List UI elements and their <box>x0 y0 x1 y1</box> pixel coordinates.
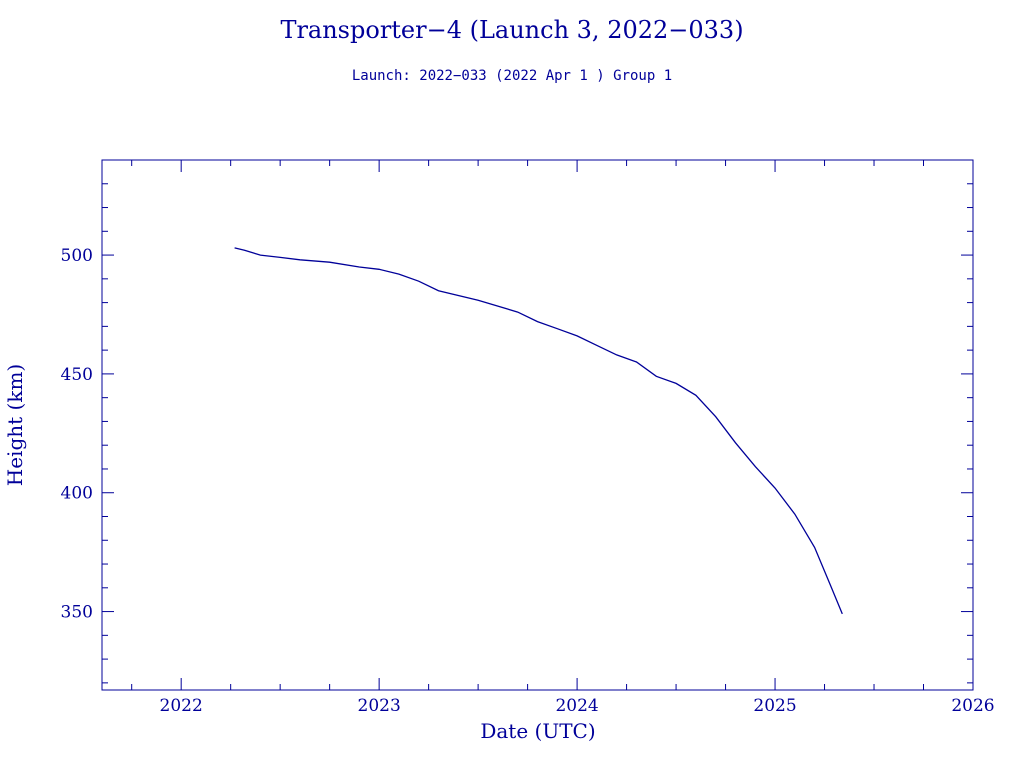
x-tick-label: 2026 <box>951 696 994 716</box>
data-point <box>596 345 597 346</box>
data-point <box>735 442 736 443</box>
chart-subtitle: Launch: 2022−033 (2022 Apr 1 ) Group 1 <box>352 68 672 84</box>
data-point <box>616 354 617 355</box>
y-ticks <box>102 160 973 683</box>
data-point <box>842 613 843 614</box>
y-axis-label: Height (km) <box>3 364 27 486</box>
x-ticks <box>132 160 973 690</box>
data-point <box>478 300 479 301</box>
data-point <box>517 312 518 313</box>
x-tick-label: 2023 <box>358 696 401 716</box>
y-tick-label: 450 <box>61 365 93 385</box>
data-point <box>260 254 261 255</box>
data-point <box>418 281 419 282</box>
x-tick-label: 2022 <box>160 696 203 716</box>
data-point <box>576 335 577 336</box>
data-point <box>774 487 775 488</box>
chart-title: Transporter−4 (Launch 3, 2022−033) <box>280 16 743 44</box>
data-point <box>379 269 380 270</box>
data-point <box>715 416 716 417</box>
data-point <box>398 273 399 274</box>
data-point <box>234 247 235 248</box>
height-series-line <box>235 248 843 614</box>
data-point <box>695 395 696 396</box>
data-point <box>359 266 360 267</box>
data-point <box>636 361 637 362</box>
data-point <box>244 250 245 251</box>
data-point <box>280 257 281 258</box>
data-point <box>675 383 676 384</box>
y-tick-labels: 350 400 450 500 <box>61 246 93 623</box>
plot-frame <box>102 160 973 690</box>
data-point <box>814 547 815 548</box>
y-tick-label: 500 <box>61 246 93 266</box>
data-point <box>438 290 439 291</box>
data-point <box>830 585 831 586</box>
x-tick-label: 2025 <box>753 696 796 716</box>
x-tick-label: 2024 <box>555 696 598 716</box>
data-point <box>794 514 795 515</box>
data-point <box>557 328 558 329</box>
data-point <box>755 466 756 467</box>
data-point <box>537 321 538 322</box>
x-axis-label: Date (UTC) <box>480 719 595 743</box>
x-tick-labels: 2022 2023 2024 2025 2026 <box>160 696 995 716</box>
y-tick-label: 400 <box>61 484 93 504</box>
data-point <box>656 376 657 377</box>
data-point <box>329 262 330 263</box>
data-point <box>299 259 300 260</box>
y-tick-label: 350 <box>61 603 93 623</box>
